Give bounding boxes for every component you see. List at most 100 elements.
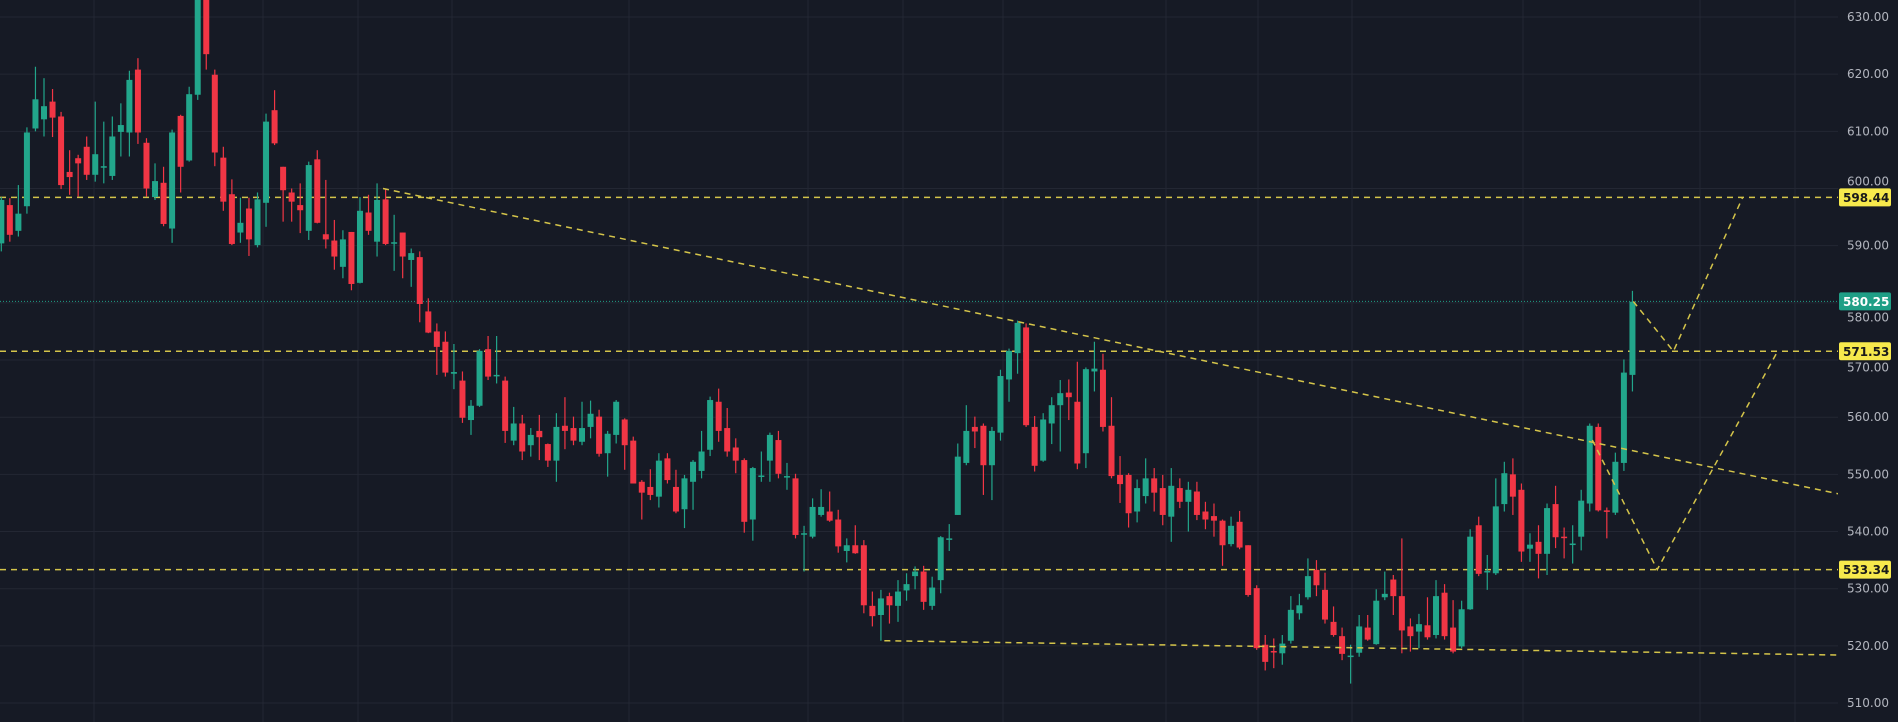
- candle: [1424, 597, 1431, 640]
- candle: [75, 154, 82, 197]
- candle: [493, 336, 500, 384]
- candle-body: [186, 94, 193, 161]
- candle: [152, 163, 159, 200]
- candle: [288, 188, 295, 222]
- candle-body: [510, 423, 517, 441]
- candle: [1014, 320, 1021, 374]
- candle-body: [912, 571, 919, 577]
- candle-body: [553, 426, 560, 461]
- candle: [1509, 458, 1516, 515]
- candle: [348, 231, 355, 291]
- y-tick-label: 530.00: [1847, 582, 1889, 596]
- candle-body: [937, 537, 944, 581]
- candle-body: [468, 405, 474, 421]
- candle-body: [1475, 525, 1482, 574]
- candle: [638, 480, 645, 520]
- candle-body: [1099, 369, 1106, 427]
- candle: [937, 536, 944, 594]
- candle-body: [1509, 474, 1516, 497]
- candle: [749, 466, 756, 541]
- candle-body: [211, 74, 218, 153]
- candle-body: [920, 571, 927, 602]
- candle-body: [1407, 626, 1414, 637]
- candle-body: [741, 460, 748, 522]
- candle: [877, 589, 884, 641]
- candle: [194, 0, 201, 100]
- y-tick-label: 600.00: [1847, 174, 1889, 188]
- candle: [203, 0, 210, 70]
- trendline-descending-resistance[interactable]: [382, 187, 1839, 495]
- price-axis-background[interactable]: [1838, 0, 1898, 722]
- y-tick-label: 510.00: [1847, 696, 1889, 710]
- candle: [476, 349, 483, 407]
- candle: [1270, 638, 1277, 669]
- candle: [245, 197, 252, 256]
- candle: [502, 376, 509, 443]
- price-axis[interactable]: 630.00 620.00 610.00 600.00 590.00 580.00 570.…: [1838, 0, 1898, 722]
- candle: [459, 371, 466, 423]
- candle-body: [331, 240, 338, 257]
- candle: [41, 78, 47, 137]
- candle-body: [724, 428, 731, 452]
- candle: [1210, 503, 1217, 537]
- candle: [971, 416, 978, 449]
- candle-body: [41, 106, 47, 120]
- candle-body: [877, 598, 884, 615]
- y-tick-label: 580.00: [1847, 310, 1889, 324]
- trendline-drawings[interactable]: [382, 187, 1839, 656]
- candle: [1373, 589, 1380, 645]
- candle: [1347, 644, 1354, 684]
- candle: [15, 185, 22, 237]
- candle: [630, 436, 637, 484]
- candle-body: [92, 154, 99, 175]
- candle: [433, 323, 440, 375]
- candle: [1048, 397, 1055, 445]
- candle: [715, 388, 722, 442]
- candle: [553, 413, 560, 482]
- candle: [510, 406, 517, 446]
- candle-body: [100, 166, 107, 168]
- candle-body: [425, 311, 432, 333]
- candle-body: [1313, 569, 1320, 586]
- candle-body: [579, 428, 586, 442]
- y-tick-label: 560.00: [1847, 410, 1889, 424]
- trendline-projection-upper[interactable]: [1632, 197, 1744, 353]
- trendline-support[interactable]: [884, 639, 1839, 656]
- candle-body: [1236, 521, 1243, 548]
- candle-body: [134, 69, 141, 133]
- candle-body: [1253, 588, 1260, 649]
- candle-body: [561, 425, 568, 431]
- candle-body: [263, 121, 270, 203]
- candle: [536, 414, 543, 461]
- candle: [416, 251, 423, 323]
- candle-body: [988, 430, 995, 466]
- candle-body: [1185, 489, 1192, 502]
- candle: [527, 428, 534, 457]
- candle: [305, 161, 312, 240]
- candle: [485, 336, 492, 381]
- candle: [1552, 485, 1559, 549]
- candle-body: [356, 210, 363, 283]
- candle: [1125, 473, 1132, 528]
- candle-body: [1279, 643, 1286, 654]
- candle: [365, 194, 372, 235]
- candle: [1099, 353, 1106, 432]
- candle-body: [391, 242, 398, 244]
- candle-body: [570, 428, 577, 441]
- candle-body: [1108, 425, 1115, 477]
- candle: [912, 566, 919, 590]
- candle-body: [971, 426, 978, 432]
- candle-body: [758, 475, 765, 478]
- candle-body: [630, 440, 637, 484]
- candle: [1193, 481, 1200, 521]
- candle: [1492, 478, 1499, 575]
- candle-body: [604, 433, 611, 454]
- candle-body: [843, 545, 850, 551]
- candle-body: [1467, 536, 1474, 610]
- trendline-projection-lower[interactable]: [1591, 350, 1779, 572]
- candle: [331, 219, 338, 270]
- price-tag-label: 533.34: [1843, 563, 1889, 577]
- candle: [1253, 585, 1260, 650]
- candle: [1151, 468, 1158, 512]
